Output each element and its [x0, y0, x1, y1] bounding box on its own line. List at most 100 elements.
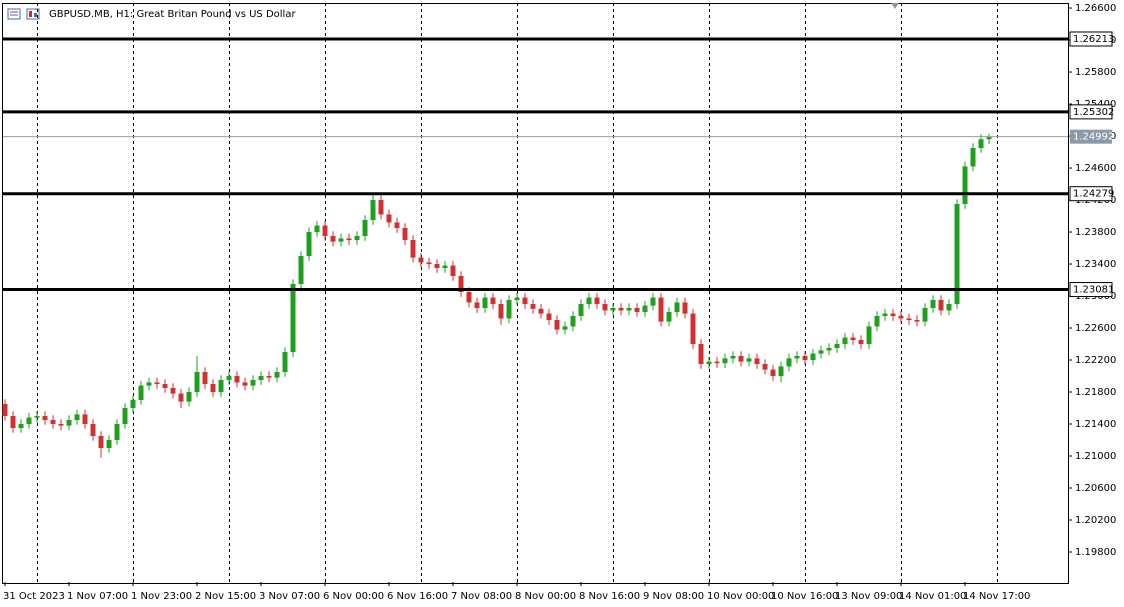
candle-body: [426, 262, 432, 265]
candle-body: [18, 424, 24, 429]
candle-body: [482, 297, 488, 309]
candle-body: [306, 232, 312, 257]
candle-body: [338, 238, 344, 242]
candle-body: [666, 312, 672, 322]
x-tick-label: 1 Nov 23:00: [131, 591, 192, 602]
candle-body: [178, 393, 184, 402]
candle-body: [762, 364, 768, 370]
candle-body: [26, 417, 32, 425]
x-tick-label: 7 Nov 08:00: [451, 591, 512, 602]
candle-body: [234, 376, 240, 383]
candle-body: [970, 148, 976, 167]
candle-body: [706, 361, 712, 365]
x-tick-label: 9 Nov 08:00: [643, 591, 704, 602]
candle-body: [394, 222, 400, 229]
candle-body: [194, 372, 200, 393]
x-tick-label: 14 Nov 01:00: [899, 591, 966, 602]
candle-body: [226, 376, 232, 381]
candle-body: [554, 320, 560, 330]
candle-body: [874, 316, 880, 327]
y-tick-label: 1.19800: [1075, 547, 1116, 558]
x-tick-label: 10 Nov 16:00: [771, 591, 838, 602]
candle-body: [58, 424, 64, 426]
candle-body: [410, 240, 416, 258]
candle-body: [746, 358, 752, 362]
candle-body: [442, 265, 448, 269]
candle-body: [882, 313, 888, 317]
candle-body: [810, 353, 816, 361]
candle-body: [450, 265, 456, 277]
y-tick-label: 1.20200: [1075, 515, 1116, 526]
y-tick-label: 1.25800: [1075, 67, 1116, 78]
candle-body: [818, 350, 824, 354]
candle-body: [786, 358, 792, 367]
candle-body: [906, 318, 912, 321]
y-tick-label: 1.22600: [1075, 323, 1116, 334]
candle-body: [138, 385, 144, 401]
candle-body: [82, 414, 88, 425]
candle-body: [866, 326, 872, 345]
candle-body: [674, 302, 680, 313]
y-tick-label: 1.23800: [1075, 227, 1116, 238]
candle-body: [90, 424, 96, 437]
candle-body: [274, 372, 280, 378]
candle-body: [98, 436, 104, 449]
candle-body: [714, 361, 720, 364]
candle-body: [458, 276, 464, 293]
candle-body: [850, 337, 856, 341]
candle-body: [890, 313, 896, 317]
candle-body: [962, 166, 968, 205]
candle-body: [946, 304, 952, 311]
candle-body: [50, 420, 56, 425]
candle-body: [802, 356, 808, 361]
level-label: 1.25302: [1073, 107, 1114, 118]
candle-body: [778, 366, 784, 377]
candle-body: [258, 376, 264, 381]
candle-body: [210, 384, 216, 393]
candle-body: [610, 308, 616, 311]
candle-body: [298, 256, 304, 285]
candle-body: [378, 200, 384, 215]
candle-body: [682, 302, 688, 314]
candle-body: [898, 316, 904, 319]
y-tick-label: 1.21800: [1075, 387, 1116, 398]
candle-body: [586, 297, 592, 305]
candle-body: [474, 302, 480, 309]
candle-body: [530, 304, 536, 309]
toolbar-icons: [7, 8, 40, 20]
candle-body: [634, 308, 640, 313]
current-price-label: 1.24992: [1073, 132, 1114, 143]
candle-body: [434, 264, 440, 269]
candle-body: [114, 424, 120, 441]
candle-body: [154, 382, 160, 385]
level-box: [1069, 104, 1113, 120]
candle-body: [146, 382, 152, 386]
candle-body: [738, 356, 744, 362]
candle-body: [506, 300, 512, 319]
candle-body: [930, 300, 936, 309]
candle-body: [330, 236, 336, 242]
candle-body: [922, 308, 928, 322]
icon-bar: [34, 13, 37, 17]
chart-title: GBPUSD.MB, H1: Great Britan Pound vs US …: [49, 9, 296, 20]
candle-body: [938, 300, 944, 311]
x-tick-label: 8 Nov 00:00: [515, 591, 576, 602]
candle-body: [578, 304, 584, 317]
candle-body: [66, 420, 72, 426]
candle-body: [250, 380, 256, 386]
x-tick-label: 13 Nov 09:00: [835, 591, 902, 602]
candle-body: [282, 352, 288, 373]
candle-body: [794, 356, 800, 359]
x-tick-label: 14 Nov 17:00: [963, 591, 1030, 602]
candle-body: [266, 376, 272, 378]
level-box: [1069, 282, 1113, 298]
candle-body: [346, 238, 352, 241]
current-price-box: [1070, 129, 1112, 144]
candle-body: [954, 204, 960, 305]
candle-body: [322, 225, 328, 237]
candle-body: [522, 297, 528, 305]
candle-body: [290, 284, 296, 353]
candle-body: [730, 356, 736, 359]
y-tick-label: 1.22200: [1075, 355, 1116, 366]
